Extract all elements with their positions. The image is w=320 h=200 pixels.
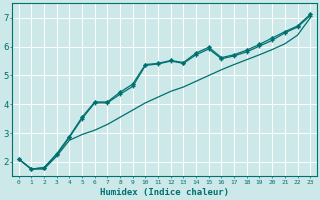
X-axis label: Humidex (Indice chaleur): Humidex (Indice chaleur): [100, 188, 229, 197]
